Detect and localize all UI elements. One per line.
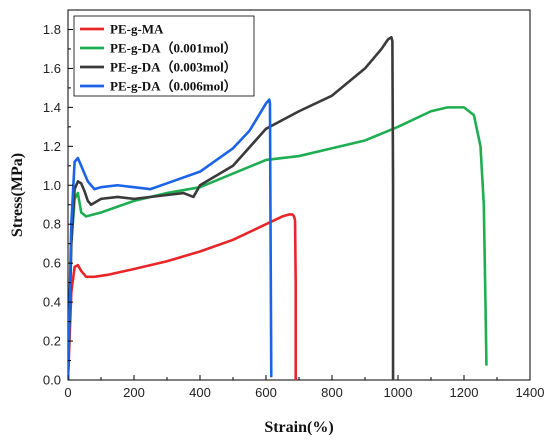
legend: PE-g-MA PE-g-DA（0.001mol） PE-g-DA（0.003mol… (73, 15, 255, 97)
series-line-3 (68, 35, 395, 380)
series-line-2 (68, 106, 488, 380)
x-tick-label: 600 (255, 385, 277, 400)
legend-label-3: PE-g-DA（0.003mol） (110, 60, 237, 75)
axis-layer: 0 200 400 600 800 1000 1200 1400 0.0 0.2 0.4 0.6 0.8… (43, 22, 545, 400)
x-tick-label: 0 (64, 385, 71, 400)
series-layer (68, 35, 488, 380)
y-tick-label: 0.8 (43, 217, 61, 232)
y-tick-label: 0.4 (43, 295, 61, 310)
x-tick-label: 200 (123, 385, 145, 400)
legend-label-2: PE-g-DA（0.001mol） (110, 41, 237, 56)
y-tick-label: 1.2 (43, 139, 61, 154)
y-axis-title: Stress(MPa) (9, 153, 26, 237)
y-tick-label: 0.2 (43, 334, 61, 349)
y-tick-label: 0.6 (43, 256, 61, 271)
series-line-4 (68, 98, 273, 380)
series-line-1 (68, 213, 297, 380)
x-tick-label: 1400 (516, 385, 545, 400)
y-tick-label: 0.0 (43, 373, 61, 388)
y-tick-label: 1.6 (43, 61, 61, 76)
x-axis-title: Strain(%) (264, 419, 333, 436)
x-tick-label: 400 (189, 385, 211, 400)
x-tick-label: 1000 (384, 385, 413, 400)
x-tick-label: 1200 (450, 385, 479, 400)
y-tick-label: 1.4 (43, 100, 61, 115)
y-tick-label: 1.8 (43, 22, 61, 37)
x-tick-label: 800 (321, 385, 343, 400)
y-tick-label: 1.0 (43, 178, 61, 193)
legend-label-1: PE-g-MA (110, 22, 164, 37)
legend-label-4: PE-g-DA（0.006mol） (110, 79, 237, 94)
